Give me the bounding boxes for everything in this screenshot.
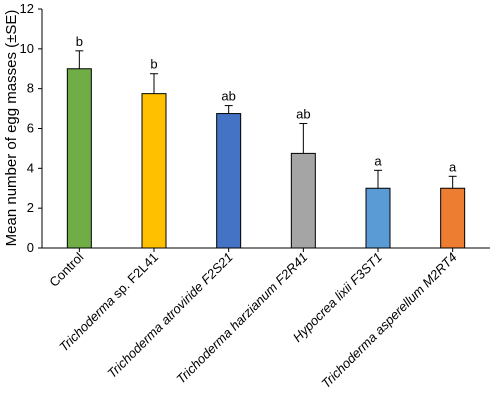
y-tick-label: 12	[20, 1, 34, 16]
significance-label: ab	[221, 89, 235, 104]
bar	[66, 68, 92, 249]
bars: b b ab ab a a	[66, 34, 466, 249]
bar	[440, 187, 466, 249]
axes: 0 2 4 6 8 10 12	[20, 1, 490, 255]
bar	[365, 187, 391, 249]
significance-label: a	[374, 153, 382, 168]
significance-label: b	[150, 57, 157, 72]
bar	[141, 93, 167, 249]
significance-label: a	[449, 159, 457, 174]
x-tick-label: Trichoderma atroviride F2S21	[104, 250, 236, 382]
significance-label: b	[76, 34, 83, 49]
bar	[290, 152, 316, 249]
y-tick-label: 8	[27, 81, 34, 96]
y-tick-label: 10	[20, 41, 34, 56]
x-tick-label: Trichoderma asperellum M2RT4	[318, 250, 460, 392]
y-tick-label: 2	[27, 200, 34, 215]
y-axis-label: Mean number of egg masses (±SE)	[3, 10, 20, 247]
y-tick-label: 6	[27, 121, 34, 136]
y-tick-label: 4	[27, 160, 34, 175]
x-tick-label: Control	[46, 249, 86, 289]
bar	[216, 113, 242, 249]
x-tick-label: Trichoderma harzianum F2R41	[173, 250, 310, 387]
y-tick-label: 0	[27, 240, 34, 255]
significance-label: ab	[296, 107, 310, 122]
